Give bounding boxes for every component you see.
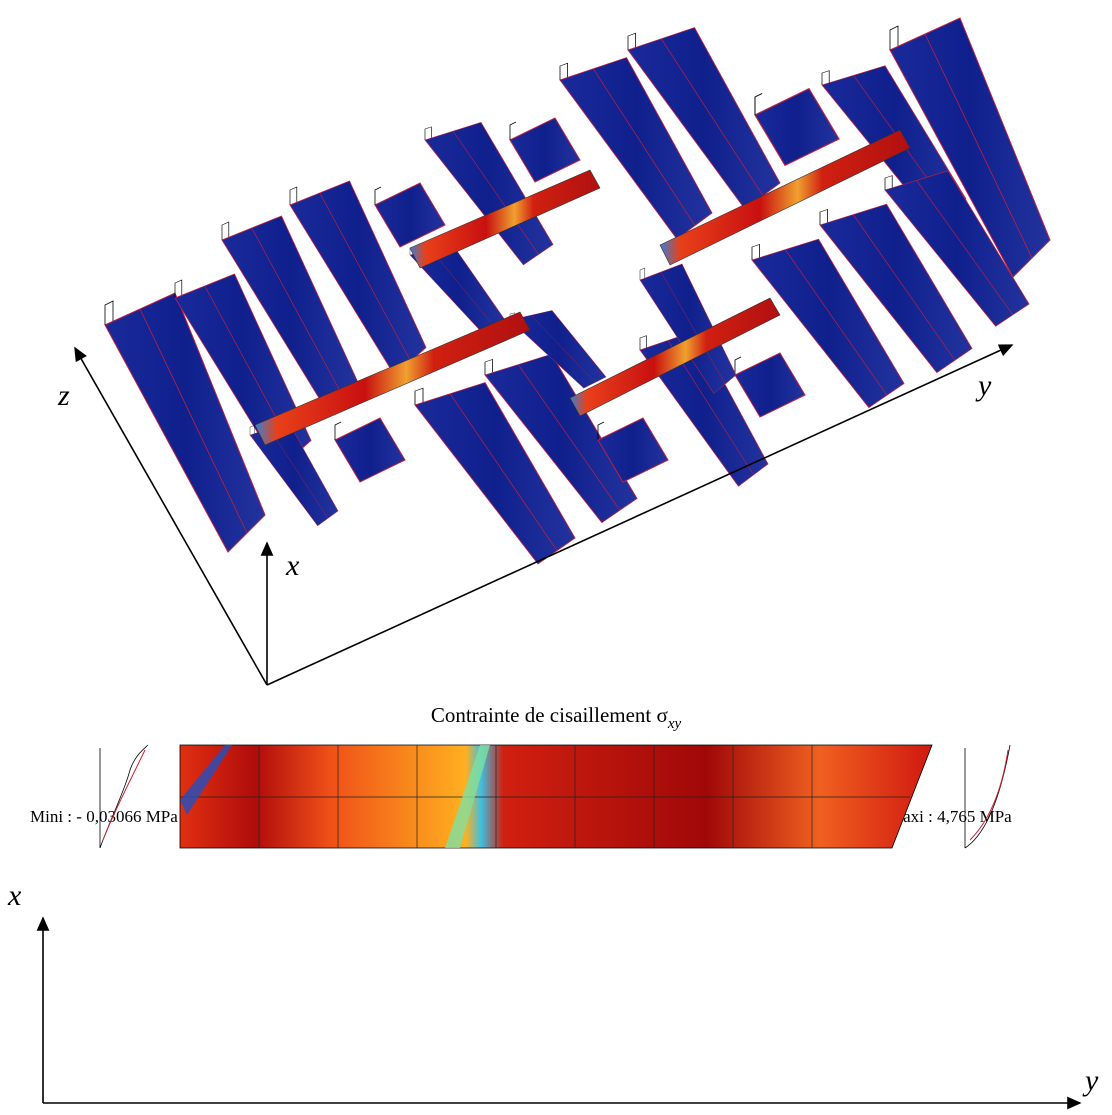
axis-label-y-2d: y <box>1082 1064 1099 1097</box>
axis-label-z: z <box>57 379 70 412</box>
title-subscript: xy <box>667 716 682 732</box>
colorbar-title: Contrainte de cisaillement σxy <box>431 703 682 732</box>
axis-label-x: x <box>285 549 300 582</box>
axis-label-y: y <box>975 369 992 402</box>
maxi-label: Maxi : 4,765 MPa <box>888 807 1012 826</box>
view-2d <box>36 744 1082 1110</box>
mini-label: Mini : - 0,03066 MPa <box>30 807 178 826</box>
title-text: Contrainte de cisaillement σ <box>431 703 668 727</box>
axis-label-x-2d: x <box>7 879 22 912</box>
beams-3d <box>254 129 911 446</box>
axes-3d <box>74 344 1014 686</box>
panels-3d <box>104 17 1051 565</box>
